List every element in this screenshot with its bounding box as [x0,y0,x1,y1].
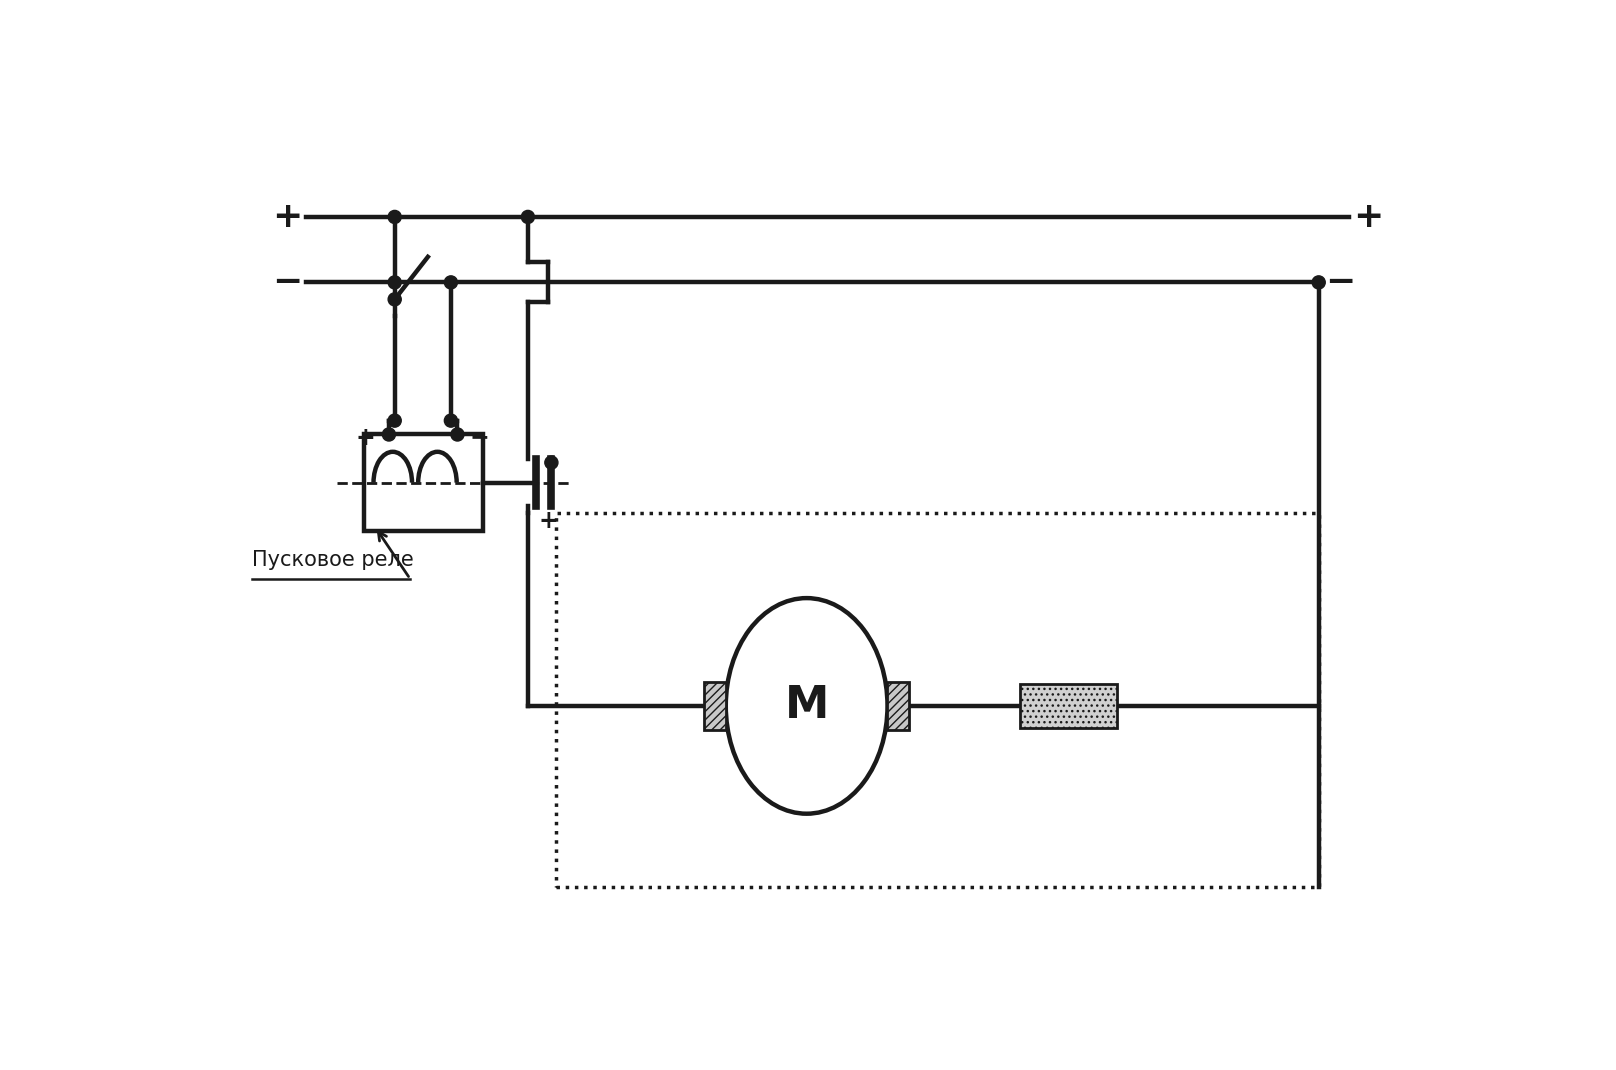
Text: Пусковое реле: Пусковое реле [252,550,414,569]
Text: +: + [538,509,558,533]
Circle shape [383,428,396,441]
Circle shape [444,276,457,289]
Bar [1020,684,1117,729]
Text: +: + [1354,200,1383,234]
Circle shape [388,276,401,289]
Bar [556,514,1319,887]
Text: −: − [469,426,490,449]
Circle shape [451,428,464,441]
Text: M: M [784,685,829,728]
Bar [705,682,726,730]
Bar [364,434,483,531]
Bar [887,682,910,730]
Circle shape [388,293,401,306]
Text: −: − [271,265,302,300]
Circle shape [388,211,401,224]
Text: −: − [1325,265,1356,300]
Circle shape [388,414,401,427]
Text: +: + [271,200,302,234]
Circle shape [545,456,558,469]
Circle shape [444,414,457,427]
Circle shape [522,211,535,224]
Text: +: + [356,426,375,449]
Circle shape [1312,276,1325,289]
